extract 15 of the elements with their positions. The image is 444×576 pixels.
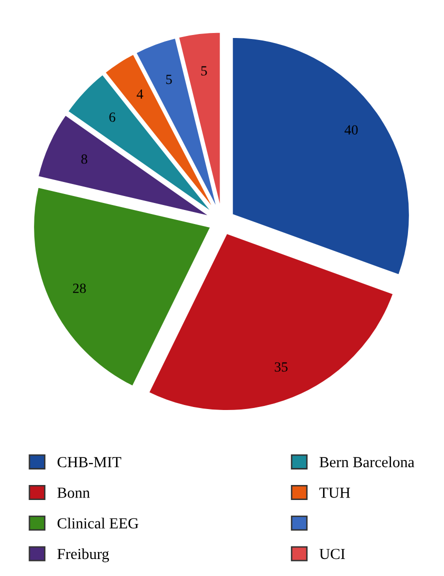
data-label: 35 bbox=[274, 362, 288, 372]
legend-label: UCI bbox=[319, 548, 345, 560]
legend-label: Bonn bbox=[57, 488, 90, 498]
legend-label: CHB-MIT bbox=[58, 457, 122, 468]
data-label: 28 bbox=[73, 284, 86, 294]
data-label: 5 bbox=[166, 74, 172, 84]
data-label: 40 bbox=[344, 125, 358, 135]
legend-label: TUH bbox=[319, 488, 350, 498]
legend-label: Freiburg bbox=[57, 548, 109, 562]
data-label: 5 bbox=[201, 66, 207, 76]
data-label: 4 bbox=[136, 89, 144, 99]
legend-label: Bern Barcelona bbox=[320, 456, 414, 468]
data-label: 8 bbox=[81, 154, 88, 164]
data-label: 6 bbox=[109, 112, 116, 122]
legend-label: Clinical EEG bbox=[58, 518, 138, 529]
